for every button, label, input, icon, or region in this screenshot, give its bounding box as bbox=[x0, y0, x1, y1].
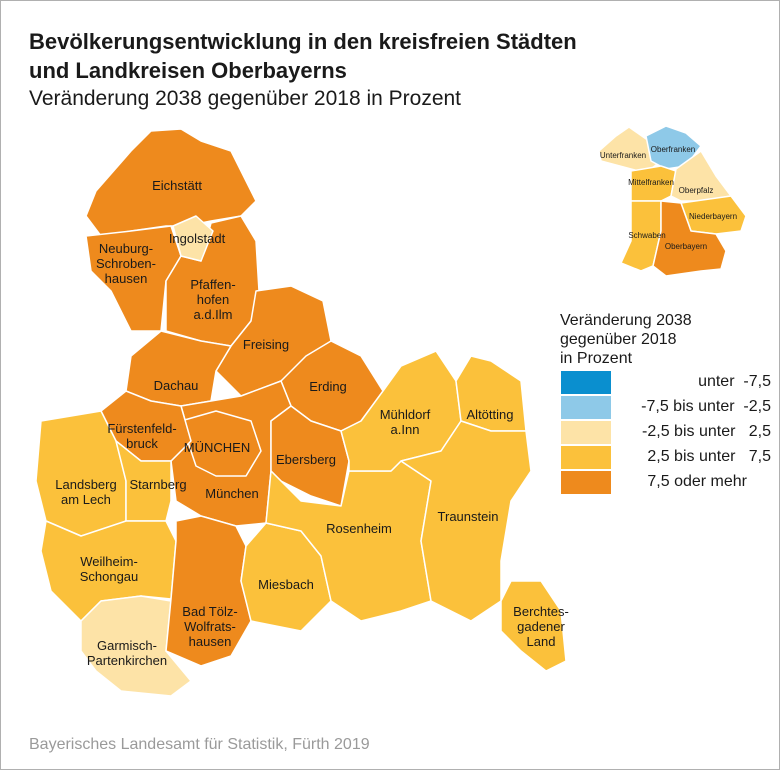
inset-label-oberbayern: Oberbayern bbox=[664, 242, 708, 251]
legend-item: unter -7,5 bbox=[561, 371, 771, 395]
inset-map bbox=[598, 125, 747, 277]
legend-swatch bbox=[561, 421, 611, 444]
legend-label: -7,5 bis unter -2,5 bbox=[641, 398, 771, 415]
region-neuburg bbox=[85, 225, 182, 332]
source-note: Bayerisches Landesamt für Statistik, Für… bbox=[29, 736, 370, 753]
legend-item: -7,5 bis unter -2,5 bbox=[561, 396, 771, 420]
legend-label: 2,5 bis unter 7,5 bbox=[647, 448, 771, 465]
label-ebersberg: Ebersberg bbox=[276, 452, 336, 467]
label-garmisch: Garmisch- Partenkirchen bbox=[86, 638, 168, 668]
legend-item: -2,5 bis unter 2,5 bbox=[561, 421, 771, 445]
inset-label-mittelfranken: Mittelfranken bbox=[628, 178, 674, 187]
label-landsberg: Landsberg am Lech bbox=[55, 477, 117, 507]
region-starnberg bbox=[115, 440, 172, 522]
inset-oberbayern bbox=[652, 200, 727, 277]
label-neuburg: Neuburg- Schroben- hausen bbox=[96, 241, 156, 286]
legend-swatch bbox=[561, 396, 611, 419]
label-altoetting: Altötting bbox=[466, 407, 514, 422]
region-traunstein bbox=[400, 420, 532, 622]
label-miesbach: Miesbach bbox=[258, 577, 314, 592]
region-ingolstadt bbox=[172, 215, 214, 262]
legend-label: -2,5 bis unter 2,5 bbox=[642, 423, 771, 440]
title-line-1: Bevölkerungsentwicklung in den kreisfrei… bbox=[29, 29, 577, 54]
label-traunstein: Traunstein bbox=[437, 509, 499, 524]
label-eichstaett: Eichstätt bbox=[152, 178, 202, 193]
label-weilheim: Weilheim- Schongau bbox=[79, 554, 139, 584]
label-muehldorf: Mühldorf a.Inn bbox=[379, 407, 431, 437]
label-dachau: Dachau bbox=[153, 378, 199, 393]
legend-swatch bbox=[561, 446, 611, 469]
label-freising: Freising bbox=[242, 337, 290, 352]
label-muenchen-stadt: MÜNCHEN bbox=[183, 440, 251, 455]
title: Bevölkerungsentwicklung in den kreisfrei… bbox=[29, 27, 577, 85]
inset-label-oberfranken: Oberfranken bbox=[650, 145, 696, 154]
region-badtoelz bbox=[165, 515, 252, 667]
label-fuerstenfeldbruck: Fürstenfeld- bruck bbox=[107, 421, 177, 451]
legend-item: 7,5 oder mehr bbox=[561, 471, 771, 495]
legend-label: unter -7,5 bbox=[698, 373, 771, 390]
inset-label-unterfranken: Unterfranken bbox=[599, 151, 647, 160]
region-muenchen-stadt bbox=[180, 410, 262, 477]
label-ingolstadt: Ingolstadt bbox=[168, 231, 226, 246]
label-starnberg: Starnberg bbox=[129, 477, 187, 492]
label-berchtesgaden: Berchtes- gadener Land bbox=[513, 604, 569, 649]
label-pfaffenhofen: Pfaffen- hofen a.d.Ilm bbox=[190, 277, 236, 322]
inset-label-niederbayern: Niederbayern bbox=[688, 212, 738, 221]
legend-swatch bbox=[561, 371, 611, 394]
title-line-2: und Landkreisen Oberbayerns bbox=[29, 58, 347, 83]
legend-swatch bbox=[561, 471, 611, 494]
inset-label-schwaben: Schwaben bbox=[628, 231, 666, 240]
subtitle: Veränderung 2038 gegenüber 2018 in Proze… bbox=[29, 87, 462, 110]
region-garmisch bbox=[80, 595, 192, 697]
legend-label: 7,5 oder mehr bbox=[647, 473, 747, 490]
oberbayern-map bbox=[35, 128, 567, 697]
region-berchtesgaden bbox=[500, 580, 567, 672]
legend-title: Veränderung 2038 gegenüber 2018 in Proze… bbox=[560, 312, 692, 367]
label-rosenheim: Rosenheim bbox=[326, 521, 392, 536]
inset-label-oberpfalz: Oberpfalz bbox=[678, 186, 714, 195]
label-muenchen: München bbox=[205, 486, 259, 501]
label-erding: Erding bbox=[309, 379, 347, 394]
label-badtoelz: Bad Tölz- Wolfrats- hausen bbox=[182, 604, 238, 649]
legend-item: 2,5 bis unter 7,5 bbox=[561, 446, 771, 470]
